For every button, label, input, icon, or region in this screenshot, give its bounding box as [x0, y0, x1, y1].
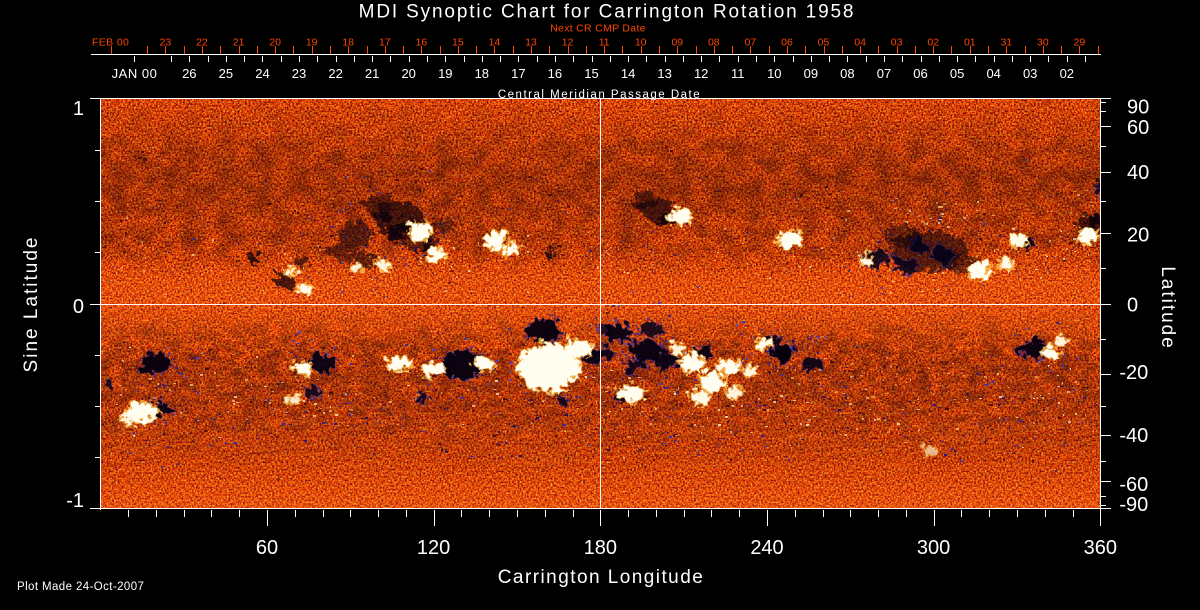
svg-text:60: 60: [256, 537, 278, 559]
svg-text:-60: -60: [1119, 474, 1148, 496]
svg-text:09: 09: [804, 66, 818, 81]
svg-text:0: 0: [1127, 295, 1138, 317]
svg-text:07: 07: [745, 37, 757, 49]
svg-text:MDI Synoptic Chart for Carring: MDI Synoptic Chart for Carrington Rotati…: [359, 2, 856, 23]
svg-text:02: 02: [927, 37, 939, 49]
svg-text:26: 26: [182, 66, 196, 81]
svg-text:16: 16: [416, 37, 428, 49]
svg-text:300: 300: [917, 537, 950, 559]
svg-text:20: 20: [1127, 225, 1149, 247]
svg-text:Central Meridian Passage Date: Central Meridian Passage Date: [498, 89, 701, 101]
svg-text:21: 21: [365, 66, 379, 81]
svg-text:-1: -1: [66, 490, 84, 512]
svg-text:13: 13: [525, 37, 537, 49]
svg-text:Sine Latitude: Sine Latitude: [21, 236, 42, 373]
svg-text:11: 11: [731, 66, 745, 81]
svg-text:15: 15: [584, 66, 598, 81]
svg-text:90: 90: [1127, 97, 1149, 119]
svg-text:16: 16: [548, 66, 562, 81]
svg-text:14: 14: [621, 66, 635, 81]
svg-text:30: 30: [1037, 37, 1049, 49]
svg-text:12: 12: [694, 66, 708, 81]
svg-text:08: 08: [840, 66, 854, 81]
svg-text:11: 11: [599, 37, 610, 49]
svg-text:1: 1: [73, 98, 84, 120]
svg-text:03: 03: [891, 37, 903, 49]
svg-text:19: 19: [438, 66, 452, 81]
svg-text:15: 15: [452, 37, 464, 49]
svg-text:25: 25: [219, 66, 233, 81]
svg-text:22: 22: [328, 66, 342, 81]
svg-text:-20: -20: [1119, 362, 1148, 384]
svg-text:-40: -40: [1119, 425, 1148, 447]
svg-text:09: 09: [671, 37, 683, 49]
svg-text:FEB 00: FEB 00: [92, 37, 129, 49]
svg-text:07: 07: [877, 66, 891, 81]
svg-text:23: 23: [292, 66, 306, 81]
svg-text:Latitude: Latitude: [1157, 266, 1178, 350]
svg-text:06: 06: [913, 66, 927, 81]
svg-text:29: 29: [1074, 37, 1086, 49]
svg-text:20: 20: [269, 37, 281, 49]
svg-text:17: 17: [511, 66, 525, 81]
svg-text:40: 40: [1127, 162, 1149, 184]
svg-text:20: 20: [401, 66, 415, 81]
svg-text:180: 180: [584, 537, 617, 559]
svg-text:10: 10: [635, 37, 647, 49]
svg-text:24: 24: [255, 66, 269, 81]
svg-text:08: 08: [708, 37, 720, 49]
svg-text:360: 360: [1084, 537, 1117, 559]
svg-text:01: 01: [964, 37, 976, 49]
svg-text:18: 18: [475, 66, 489, 81]
svg-text:17: 17: [379, 37, 391, 49]
svg-text:13: 13: [657, 66, 671, 81]
svg-text:05: 05: [818, 37, 830, 49]
svg-text:04: 04: [986, 66, 1000, 81]
svg-text:120: 120: [417, 537, 450, 559]
svg-text:05: 05: [950, 66, 964, 81]
svg-text:10: 10: [767, 66, 781, 81]
svg-text:12: 12: [562, 37, 574, 49]
svg-text:18: 18: [342, 37, 354, 49]
svg-text:240: 240: [750, 537, 783, 559]
svg-text:Carrington Longitude: Carrington Longitude: [498, 567, 704, 588]
svg-text:04: 04: [854, 37, 866, 49]
svg-text:22: 22: [196, 37, 208, 49]
svg-text:Next CR CMP Date: Next CR CMP Date: [550, 23, 646, 35]
svg-text:02: 02: [1060, 66, 1074, 81]
svg-text:31: 31: [1000, 37, 1012, 49]
svg-text:-90: -90: [1119, 494, 1148, 516]
svg-text:21: 21: [233, 37, 245, 49]
svg-text:19: 19: [306, 37, 318, 49]
svg-text:14: 14: [489, 37, 501, 49]
svg-text:06: 06: [781, 37, 793, 49]
svg-text:03: 03: [1023, 66, 1037, 81]
svg-text:60: 60: [1127, 117, 1149, 139]
svg-text:Plot Made 24-Oct-2007: Plot Made 24-Oct-2007: [17, 581, 144, 593]
svg-text:JAN 00: JAN 00: [112, 66, 158, 81]
svg-text:23: 23: [160, 37, 172, 49]
svg-text:0: 0: [73, 296, 84, 318]
